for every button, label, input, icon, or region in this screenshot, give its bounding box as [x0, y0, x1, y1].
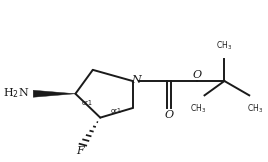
Text: F: F: [77, 146, 84, 156]
Text: CH$_3$: CH$_3$: [190, 103, 206, 115]
Text: or1: or1: [110, 108, 121, 114]
Text: CH$_3$: CH$_3$: [247, 103, 263, 115]
Text: O: O: [192, 70, 202, 80]
Text: or1: or1: [82, 100, 93, 106]
Text: CH$_3$: CH$_3$: [216, 39, 232, 52]
Text: N: N: [131, 75, 141, 85]
Polygon shape: [33, 90, 75, 97]
Text: H$_2$N: H$_2$N: [3, 86, 29, 100]
Text: O: O: [164, 110, 173, 120]
